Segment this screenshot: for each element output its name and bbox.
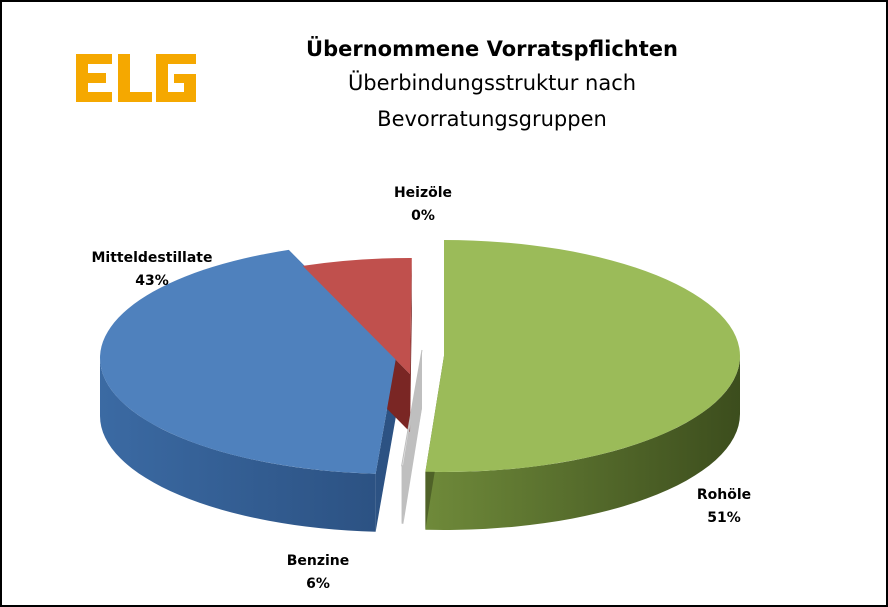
slice-heizöle — [401, 349, 423, 467]
slice-face-heizöle-1 — [401, 350, 422, 524]
slice-side-mitteldestillate — [100, 358, 376, 532]
label-value-heizöle: 0% — [411, 208, 435, 224]
pie-labels: Rohöle 51% Heizöle 0% Mitteldestillate 43% Ben… — [92, 185, 752, 592]
label-value-rohöle: 51% — [707, 510, 741, 526]
slice-mitteldestillate — [100, 249, 396, 474]
label-value-benzine: 6% — [306, 576, 330, 592]
slice-benzine — [302, 258, 412, 374]
label-value-mitteldestillate: 43% — [135, 273, 169, 289]
label-name-mitteldestillate: Mitteldestillate — [92, 250, 213, 266]
label-name-rohöle: Rohöle — [697, 487, 751, 503]
chart-title: Übernommene Vorratspflichten — [306, 37, 678, 61]
label-name-benzine: Benzine — [287, 553, 350, 569]
label-name-heizöle: Heizöle — [394, 185, 452, 201]
elg-logo-graphic — [76, 54, 196, 102]
chart-subtitle: Überbindungsstruktur nach Bevorratungsgru… — [347, 71, 637, 131]
pie-slices — [100, 240, 741, 532]
elg-logo — [76, 54, 196, 102]
slice-rohöle — [425, 240, 741, 473]
slice-face-benzine-1 — [410, 258, 412, 432]
chart-title-block: Übernommene Vorratspflichten Überbindung… — [282, 33, 702, 137]
slice-side-rohöle — [425, 356, 740, 530]
